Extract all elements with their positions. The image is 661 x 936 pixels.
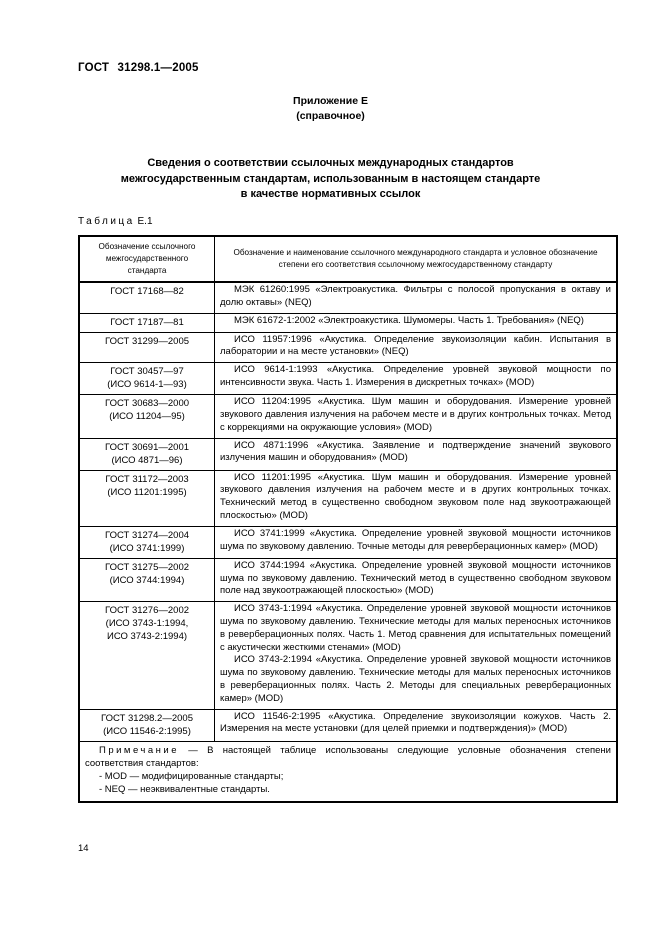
note-text: — В настоящей таблице использованы следу… — [85, 744, 611, 769]
title-line: в качестве нормативных ссылок — [240, 188, 421, 200]
iso-description-cell: ИСО 3744:1994 «Акустика. Определение уро… — [214, 557, 618, 603]
correspondence-table: Обозначение ссылочного межгосударственно… — [78, 235, 618, 803]
gost-designation-line: ГОСТ 31172—2003 — [105, 473, 189, 485]
table-row: ГОСТ 17168—82 МЭК 61260:1995 «Электроакус… — [78, 281, 618, 314]
table-label-word: Таблица — [78, 216, 135, 227]
gost-designation-line: ГОСТ 31298.2—2005 — [101, 712, 193, 724]
table-row: ГОСТ 31274—2004 (ИСО 3741:1999) ИСО 3741:1… — [78, 525, 618, 559]
table-header: Обозначение ссылочного межгосударственно… — [78, 235, 618, 283]
gost-designation-cell: ГОСТ 31275—2002 (ИСО 3744:1994) — [78, 557, 215, 603]
iso-description-paragraph: ИСО 11546-2:1995 «Акустика. Определение … — [220, 710, 611, 735]
gost-designation-line: ГОСТ 30691—2001 — [104, 441, 190, 453]
iso-description-paragraph: ИСО 3741:1999 «Акустика. Определение уро… — [220, 527, 611, 552]
appendix-heading: Приложение Е (справочное) — [78, 94, 583, 124]
gost-designation-cell: ГОСТ 31276—2002 (ИСО 3743-1:1994, ИСО 3743… — [78, 601, 215, 710]
doc-number: ГОСТ 31298.1—2005 — [78, 62, 199, 74]
iso-description-cell: ИСО 3741:1999 «Акустика. Определение уро… — [214, 525, 618, 559]
gost-designation-cell: ГОСТ 31274—2004 (ИСО 3741:1999) — [78, 525, 215, 559]
gost-designation-cell: ГОСТ 30457—97 (ИСО 9614-1—93) — [78, 362, 215, 396]
iso-description-paragraph: ИСО 11204:1995 «Акустика. Шум машин и об… — [220, 396, 611, 433]
iso-description-cell: ИСО 11957:1996 «Акустика. Определение зв… — [214, 331, 618, 364]
gost-designation-line: ИСО 3743-2:1994) — [106, 631, 188, 643]
gost-designation-line: (ИСО 11546-2:1995) — [103, 725, 191, 737]
gost-designation-cell: ГОСТ 31299—2005 — [78, 331, 215, 364]
page-number: 14 — [78, 843, 89, 854]
iso-description-cell: ИСО 3743-1:1994 «Акустика. Определение у… — [214, 601, 618, 710]
gost-designation-cell: ГОСТ 17187—81 — [78, 312, 215, 333]
iso-description-cell: МЭК 61260:1995 «Электроакустика. Фильтры… — [214, 281, 618, 314]
gost-designation-line: (ИСО 3743-1:1994, — [105, 618, 189, 630]
note-paragraph: Примечание — В настоящей таблице использ… — [85, 744, 611, 770]
iso-description-paragraph: ИСО 3743-2:1994 «Акустика. Определение у… — [220, 654, 611, 704]
gost-designation-line: ГОСТ 31275—2002 — [104, 561, 190, 573]
table-row: ГОСТ 30683—2000 (ИСО 11204—95) ИСО 11204:1… — [78, 394, 618, 439]
iso-description-cell: ИСО 9614-1:1993 «Акустика. Определение у… — [214, 362, 618, 396]
table-row: ГОСТ 17187—81 МЭК 61672-1:2002 «Электроак… — [78, 312, 618, 333]
iso-description-paragraph: ИСО 9614-1:1993 «Акустика. Определение у… — [220, 364, 611, 388]
iso-description-cell: МЭК 61672-1:2002 «Электроакустика. Шумом… — [214, 312, 618, 333]
title-line: Сведения о соответствии ссылочных междун… — [147, 157, 514, 169]
iso-description-cell: ИСО 11204:1995 «Акустика. Шум машин и об… — [214, 394, 618, 439]
title-line: межгосударственным стандартам, использов… — [120, 172, 541, 185]
gost-designation-line: ГОСТ 17187—81 — [110, 316, 184, 328]
gost-designation-cell: ГОСТ 17168—82 — [78, 281, 215, 314]
appendix-title: Приложение Е — [293, 95, 368, 107]
iso-description-paragraph: МЭК 61672-1:2002 «Электроакустика. Шумом… — [234, 314, 584, 326]
table-row: ГОСТ 31298.2—2005 (ИСО 11546-2:1995) ИСО 1… — [78, 708, 618, 742]
gost-designation-line: (ИСО 11204—95) — [109, 411, 185, 423]
gost-designation-line: (ИСО 9614-1—93) — [107, 379, 187, 391]
note-item: - NEQ — неэквивалентные стандарты. — [99, 783, 270, 795]
table-note-section: Примечание — В настоящей таблице использ… — [78, 740, 618, 803]
gost-designation-line: (ИСО 11201:1995) — [107, 486, 187, 498]
col1-header: Обозначение ссылочного межгосударственно… — [78, 235, 215, 283]
iso-description-paragraph: ИСО 3744:1994 «Акустика. Определение уро… — [220, 559, 611, 597]
iso-description-paragraph: ИСО 11201:1995 «Акустика. Шум машин и об… — [220, 471, 611, 521]
appendix-type: (справочное) — [296, 110, 365, 122]
gost-designation-line: ГОСТ 30683—2000 — [104, 398, 190, 410]
gost-designation-line: (ИСО 3741:1999) — [109, 542, 185, 554]
table-row: ГОСТ 31172—2003 (ИСО 11201:1995) ИСО 11201… — [78, 469, 618, 527]
note-cell: Примечание — В настоящей таблице использ… — [78, 740, 618, 803]
table-row: ГОСТ 31299—2005 ИСО 11957:1996 «Акустика.… — [78, 331, 618, 364]
table-row: ГОСТ 30457—97 (ИСО 9614-1—93) ИСО 9614-1:1… — [78, 362, 618, 396]
gost-designation-cell: ГОСТ 31298.2—2005 (ИСО 11546-2:1995) — [78, 708, 215, 742]
gost-designation-line: (ИСО 3744:1994) — [109, 574, 185, 586]
gost-designation-line: ГОСТ 31276—2002 — [104, 605, 190, 617]
gost-designation-cell: ГОСТ 30691—2001 (ИСО 4871—96) — [78, 437, 215, 471]
note-label: Примечание — [99, 744, 179, 756]
table-row: ГОСТ 31275—2002 (ИСО 3744:1994) ИСО 3744:1… — [78, 557, 618, 603]
note-item: - MOD — модифицированные стандарты; — [99, 770, 284, 782]
gost-designation-line: ГОСТ 31274—2004 — [104, 529, 190, 541]
gost-designation-cell: ГОСТ 30683—2000 (ИСО 11204—95) — [78, 394, 215, 439]
note-row: Примечание — В настоящей таблице использ… — [78, 740, 618, 803]
table-label-number: Е.1 — [137, 216, 153, 227]
iso-description-paragraph: ИСО 4871:1996 «Акустика. Заявление и под… — [220, 439, 611, 464]
gost-designation-cell: ГОСТ 31172—2003 (ИСО 11201:1995) — [78, 469, 215, 527]
gost-designation-line: ГОСТ 31299—2005 — [104, 335, 190, 347]
iso-description-cell: ИСО 4871:1996 «Акустика. Заявление и под… — [214, 437, 618, 471]
iso-description-paragraph: ИСО 11957:1996 «Акустика. Определение зв… — [220, 333, 611, 358]
table-label: Таблица Е.1 — [78, 216, 153, 227]
iso-description-paragraph: МЭК 61260:1995 «Электроакустика. Фильтры… — [220, 284, 611, 308]
iso-description-cell: ИСО 11546-2:1995 «Акустика. Определение … — [214, 708, 618, 742]
table-body: ГОСТ 17168—82 МЭК 61260:1995 «Электроакус… — [78, 281, 618, 742]
gost-designation-line: (ИСО 4871—96) — [111, 454, 183, 466]
table-row: ГОСТ 31276—2002 (ИСО 3743-1:1994, ИСО 3743… — [78, 601, 618, 710]
table-row: ГОСТ 30691—2001 (ИСО 4871—96) ИСО 4871:199… — [78, 437, 618, 471]
header-row: Обозначение ссылочного межгосударственно… — [78, 235, 618, 283]
section-title: Сведения о соответствии ссылочных междун… — [78, 156, 583, 203]
gost-designation-line: ГОСТ 30457—97 — [110, 366, 184, 378]
iso-description-cell: ИСО 11201:1995 «Акустика. Шум машин и об… — [214, 469, 618, 527]
gost-designation-line: ГОСТ 17168—82 — [110, 286, 184, 297]
col2-header: Обозначение и наименование ссылочного ме… — [214, 235, 618, 283]
iso-description-paragraph: ИСО 3743-1:1994 «Акустика. Определение у… — [220, 603, 611, 653]
